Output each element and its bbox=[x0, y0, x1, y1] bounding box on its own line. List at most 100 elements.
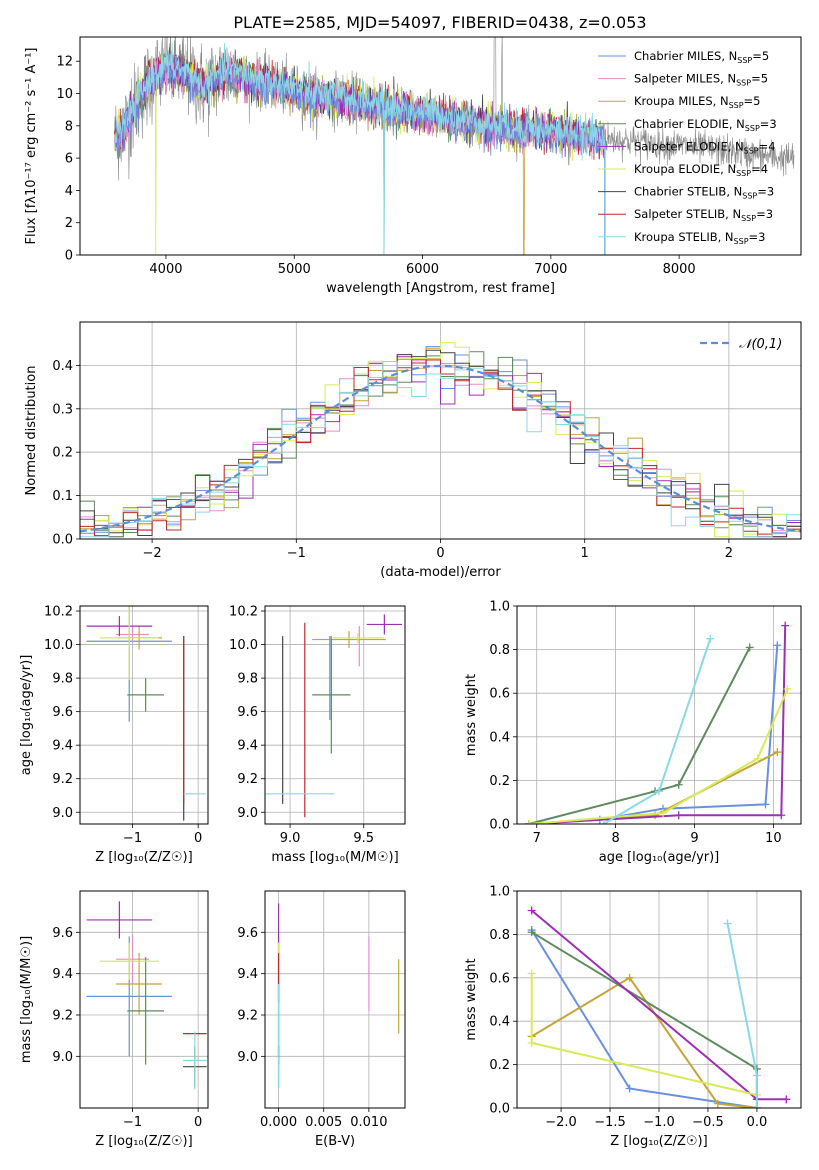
y-axis-label: Flux [fλ10⁻¹⁷ erg cm⁻² s⁻¹ A⁻¹] bbox=[24, 48, 39, 245]
y-tick-label: 0.8 bbox=[489, 928, 510, 943]
data-point-marker bbox=[723, 919, 732, 928]
legend-model-name: Kroupa MILES bbox=[634, 94, 713, 108]
legend-n-sub: SSP bbox=[736, 169, 751, 178]
y-tick-label: 2 bbox=[65, 216, 73, 231]
x-tick-label: 6000 bbox=[406, 262, 439, 277]
legend-label: Chabrier STELIB, NSSP=3 bbox=[634, 185, 774, 201]
legend-n-prefix: , N bbox=[713, 94, 729, 108]
legend-n-sub: SSP bbox=[745, 124, 760, 133]
model-spectrum-line bbox=[114, 41, 606, 255]
data-point-marker bbox=[745, 643, 754, 652]
y-tick-label: 1.0 bbox=[489, 600, 510, 615]
data-point-marker bbox=[783, 684, 792, 693]
gaussian-reference-curve bbox=[80, 364, 801, 533]
x-tick-label: 2 bbox=[725, 546, 733, 561]
mass-weight-series-line bbox=[531, 931, 758, 1108]
data-point-marker bbox=[524, 820, 533, 824]
x-tick-label: 0.000 bbox=[260, 1115, 297, 1130]
mass-weight-series-line bbox=[528, 646, 751, 824]
legend-model-name: Kroupa ELODIE bbox=[634, 162, 720, 176]
legend-label: Salpeter ELODIE, NSSP=4 bbox=[634, 139, 776, 155]
y-axis-label: Normed distribution bbox=[24, 366, 39, 496]
data-point-marker bbox=[527, 1038, 536, 1047]
data-point-marker bbox=[777, 811, 786, 820]
x-tick-label: 0.005 bbox=[305, 1115, 342, 1130]
x-tick-label: 10 bbox=[765, 831, 782, 846]
axes-frame bbox=[264, 605, 406, 825]
mass-weight-series-line bbox=[528, 688, 789, 824]
y-tick-label: 0.4 bbox=[489, 1015, 510, 1030]
axes-frame bbox=[516, 605, 802, 825]
y-tick-label: 9.6 bbox=[52, 926, 73, 941]
plot-area bbox=[265, 606, 405, 824]
y-tick-label: 0.2 bbox=[489, 774, 510, 789]
legend-n-prefix: , N bbox=[720, 162, 736, 176]
mass-weight-series-line bbox=[530, 973, 758, 1096]
x-tick-label: 0 bbox=[194, 831, 202, 846]
y-tick-label: 10.0 bbox=[44, 638, 73, 653]
legend-model-name: Salpeter ELODIE bbox=[634, 139, 728, 153]
x-tick-label: 0 bbox=[436, 546, 444, 561]
data-point-marker bbox=[752, 1104, 761, 1108]
data-point-marker bbox=[599, 820, 608, 824]
data-point-marker bbox=[706, 634, 715, 643]
data-point-marker bbox=[773, 641, 782, 650]
legend-n-prefix: , N bbox=[720, 72, 736, 86]
legend-n-value: =3 bbox=[757, 185, 774, 199]
legend-model-name: Chabrier STELIB bbox=[634, 185, 726, 199]
mass-weight-series-line bbox=[531, 976, 758, 1108]
y-tick-label: 0.0 bbox=[489, 1102, 510, 1117]
x-axis-label: mass [log₁₀(M/M☉)] bbox=[271, 850, 398, 865]
y-tick-label: 0.0 bbox=[489, 818, 510, 833]
data-point-marker bbox=[655, 787, 663, 796]
panel-spectrum: 4000 5000 6000 7000 8000 0 2 4 6 8 10 12 wavelength … bbox=[24, 36, 802, 296]
x-tick-label: −2 bbox=[143, 546, 162, 561]
mass-weight-series-line bbox=[726, 923, 758, 1108]
panel-mass_weight_vs_Z: −2.0 −1.5 −1.0 −0.5 0.0 0.0 0.2 0.4 0.6 0.8 1.0 Z [… bbox=[464, 885, 802, 1149]
x-tick-label: 0 bbox=[194, 1115, 202, 1130]
y-tick-label: 9.2 bbox=[52, 1009, 73, 1024]
legend-n-sub: SSP bbox=[741, 214, 756, 223]
axes-frame bbox=[264, 890, 406, 1109]
legend-n-sub: SSP bbox=[737, 56, 752, 65]
histogram-legend: 𝒩(0,1) bbox=[700, 337, 782, 352]
x-tick-label: −1 bbox=[287, 546, 306, 561]
axes-frame bbox=[79, 605, 209, 825]
plot-area bbox=[80, 322, 801, 539]
y-tick-label: 9.2 bbox=[237, 1009, 258, 1024]
y-tick-label: 9.2 bbox=[237, 772, 258, 787]
legend-n-prefix: , N bbox=[721, 49, 737, 63]
x-tick-label: −1 bbox=[123, 831, 142, 846]
mass-weight-series-line bbox=[528, 625, 787, 824]
data-point-marker bbox=[658, 809, 667, 818]
x-axis-label: Z [log₁₀(Z/Z☉)] bbox=[610, 1134, 707, 1149]
y-tick-label: 9.8 bbox=[237, 672, 258, 687]
legend-label: Kroupa ELODIE, NSSP=4 bbox=[634, 162, 768, 178]
x-tick-label: 8000 bbox=[663, 262, 696, 277]
histogram-step-series bbox=[80, 349, 801, 538]
y-tick-label: 9.8 bbox=[52, 672, 73, 687]
y-axis-label: mass weight bbox=[464, 674, 479, 756]
panel-residual_histogram: −2 −1 0 1 2 0.0 0.1 0.2 0.3 0.4 (data-model)/error… bbox=[24, 321, 802, 580]
y-tick-label: 9.0 bbox=[52, 1050, 73, 1065]
axes-frame bbox=[516, 890, 802, 1109]
data-point-marker bbox=[527, 906, 536, 915]
legend-n-prefix: , N bbox=[725, 207, 741, 221]
data-point-marker bbox=[674, 780, 683, 789]
legend-n-value: =5 bbox=[752, 49, 769, 63]
y-tick-label: 0.6 bbox=[489, 687, 510, 702]
x-tick-label: −1.0 bbox=[643, 1115, 675, 1130]
legend-n-prefix: , N bbox=[728, 139, 744, 153]
x-tick-label: 7000 bbox=[534, 262, 567, 277]
y-tick-label: 9.4 bbox=[52, 739, 73, 754]
y-tick-label: 9.6 bbox=[52, 705, 73, 720]
legend-label: Kroupa MILES, NSSP=5 bbox=[634, 94, 761, 110]
x-tick-label: −1 bbox=[123, 1115, 142, 1130]
axes-frame bbox=[79, 36, 802, 256]
legend-n-value: =4 bbox=[759, 139, 776, 153]
data-point-marker bbox=[625, 973, 634, 982]
y-tick-label: 10.2 bbox=[229, 605, 258, 620]
mass-weight-series-line bbox=[530, 929, 758, 1108]
plot-area bbox=[114, 37, 795, 255]
